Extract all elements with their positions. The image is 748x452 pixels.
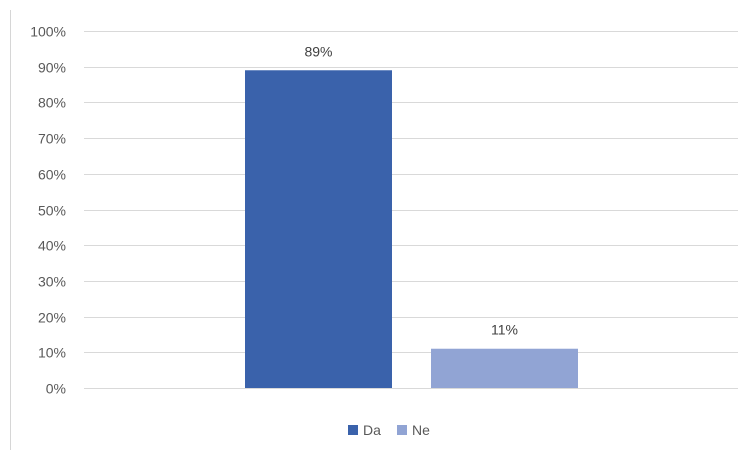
legend-label-da: Da <box>363 422 381 438</box>
y-axis-tick-labels: 0% 10% 20% 30% 40% 50% 60% 70% 80% 90% 100% <box>30 24 66 397</box>
y-tick-label: 10% <box>38 345 66 361</box>
y-tick-label: 20% <box>38 310 66 326</box>
bar-ne <box>431 348 578 388</box>
y-tick-label: 100% <box>30 24 66 40</box>
legend-label-ne: Ne <box>412 422 430 438</box>
legend: Da Ne <box>348 422 430 438</box>
y-tick-label: 30% <box>38 274 66 290</box>
y-tick-label: 80% <box>38 95 66 111</box>
data-label-ne: 11% <box>491 322 518 338</box>
y-tick-label: 60% <box>38 167 66 183</box>
y-tick-label: 90% <box>38 60 66 76</box>
data-labels: 89% 11% <box>304 43 518 337</box>
y-tick-label: 40% <box>38 238 66 254</box>
gridlines <box>84 31 738 389</box>
y-tick-label: 0% <box>46 381 66 397</box>
data-label-da: 89% <box>304 43 332 59</box>
chart-left-border <box>10 10 11 450</box>
y-tick-label: 70% <box>38 131 66 147</box>
y-tick-label: 50% <box>38 203 66 219</box>
bars <box>245 70 578 389</box>
bar-da <box>245 70 392 389</box>
legend-swatch-da <box>348 425 358 435</box>
legend-swatch-ne <box>397 425 407 435</box>
